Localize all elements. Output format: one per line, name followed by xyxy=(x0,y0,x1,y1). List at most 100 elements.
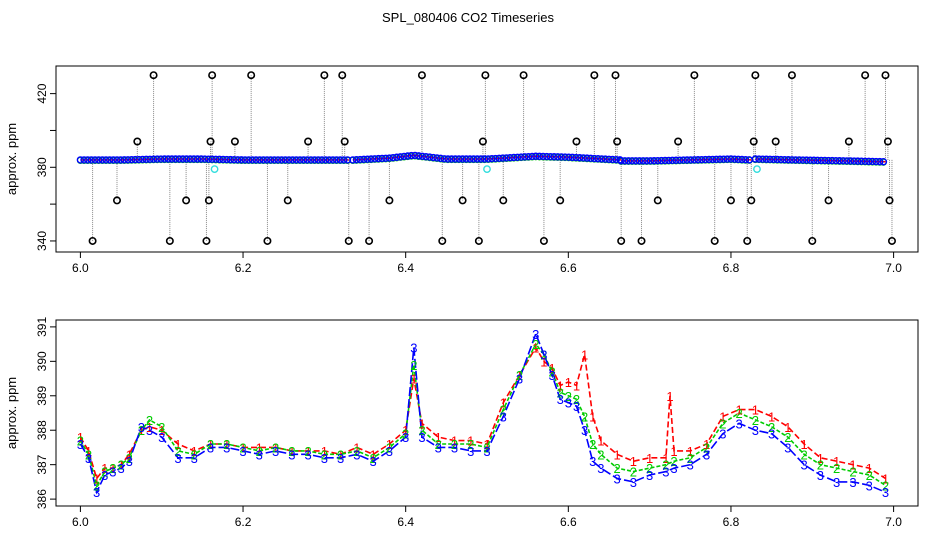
baseline-point-blue xyxy=(404,152,412,160)
series-1-marker: 1 xyxy=(581,347,588,362)
series-2-marker: 2 xyxy=(768,420,775,435)
outlier-point xyxy=(149,71,158,80)
series-1-marker: 1 xyxy=(801,437,808,452)
series-1-marker: 1 xyxy=(304,444,311,459)
bot-x-tick-label: 6.0 xyxy=(72,515,89,529)
panel-bottom-x-ticks: 6.0 6.2 6.4 6.6 6.8 7.0 xyxy=(72,506,902,529)
baseline-point-blue xyxy=(389,153,397,162)
panel-bottom-y-axis-label: approx. ppm xyxy=(4,377,19,449)
baseline-point-blue xyxy=(502,154,511,162)
series-1-marker: 1 xyxy=(483,437,490,452)
baseline-point-blue xyxy=(237,156,246,164)
baseline-point-blue xyxy=(451,155,459,163)
baseline-point-blue xyxy=(215,155,224,164)
series-2-marker: 2 xyxy=(752,413,759,428)
baseline-point-blue xyxy=(277,156,286,164)
outlier-point xyxy=(749,137,758,146)
baseline-point-blue xyxy=(436,154,445,163)
baseline-point-blue xyxy=(734,155,742,164)
baseline-point-blue xyxy=(127,155,136,164)
series-3-marker: 3 xyxy=(866,478,873,493)
baseline-point-blue xyxy=(799,156,807,164)
series-2-marker: 2 xyxy=(573,392,580,407)
outlier-point xyxy=(743,236,752,245)
series-3-marker: 3 xyxy=(703,447,710,462)
series-2-marker: 2 xyxy=(93,478,100,493)
baseline-point-blue xyxy=(374,154,383,163)
series-3-marker: 3 xyxy=(207,440,214,455)
baseline-point-blue xyxy=(708,155,717,164)
baseline-point-blue xyxy=(854,157,862,165)
baseline-point-blue xyxy=(208,155,216,163)
baseline-point-blue xyxy=(561,153,569,161)
series-3-marker: 3 xyxy=(467,444,474,459)
series-2-marker: 2 xyxy=(353,444,360,459)
baseline-point-blue xyxy=(850,157,858,165)
outlier-point xyxy=(365,236,374,245)
series-1-marker: 1 xyxy=(174,437,181,452)
baseline-point-blue xyxy=(565,153,573,161)
series-3-marker: 3 xyxy=(500,409,507,424)
series-2-marker: 2 xyxy=(548,365,555,380)
series-3-marker: 3 xyxy=(256,447,263,462)
baseline-point-blue xyxy=(727,155,735,163)
series-3-marker: 3 xyxy=(516,372,523,387)
baseline-point-blue xyxy=(109,156,118,164)
series-2-marker: 2 xyxy=(500,403,507,418)
outlier-point xyxy=(182,196,191,205)
series-3-marker: 3 xyxy=(735,416,742,431)
baseline-point-blue xyxy=(762,155,771,163)
baseline-point-blue xyxy=(751,155,760,163)
outlier-point xyxy=(208,71,217,80)
baseline-point-blue xyxy=(661,156,669,165)
baseline-point-blue xyxy=(94,156,103,164)
baseline-point-blue xyxy=(557,153,566,161)
baseline-point-blue xyxy=(230,156,238,164)
series-2-marker: 2 xyxy=(256,444,263,459)
series-1-marker: 1 xyxy=(77,430,84,445)
panel-top-y-axis-label: approx. ppm xyxy=(4,123,19,195)
baseline-point-blue xyxy=(513,153,522,161)
baseline-point-blue xyxy=(318,156,326,164)
baseline-point-blue xyxy=(149,155,158,163)
series-3-marker: 3 xyxy=(451,440,458,455)
outlier-point xyxy=(481,71,490,80)
baseline-point-blue xyxy=(299,156,308,164)
series-1-marker: 1 xyxy=(597,434,604,449)
baseline-point-blue xyxy=(356,155,364,164)
series-2-marker: 2 xyxy=(613,461,620,476)
outlier-point xyxy=(726,196,735,205)
series-1-marker: 1 xyxy=(646,451,653,466)
series-2-marker: 2 xyxy=(557,385,564,400)
baseline-point-blue xyxy=(616,156,624,164)
series-1-marker: 1 xyxy=(768,409,775,424)
bot-x-tick-label: 6.2 xyxy=(235,515,252,529)
baseline-point-blue xyxy=(601,155,610,163)
baseline-point-blue xyxy=(579,154,588,162)
baseline-point-blue xyxy=(517,153,525,161)
baseline-point-blue xyxy=(590,154,599,163)
series-2-marker: 2 xyxy=(158,420,165,435)
baseline-point-blue xyxy=(455,155,463,163)
panel-bottom-y-ticks: 386 387 388 389 390 391 xyxy=(35,317,56,509)
baseline-point-blue xyxy=(795,156,803,164)
baseline-point-blue xyxy=(665,156,673,165)
baseline-point-blue xyxy=(407,151,416,160)
series-3-marker: 3 xyxy=(77,437,84,452)
series-1-marker: 1 xyxy=(272,440,279,455)
outlier-point xyxy=(499,196,508,205)
baseline-point-blue xyxy=(248,156,257,164)
bot-y-tick-label: 388 xyxy=(35,420,49,440)
baseline-point-blue xyxy=(153,155,161,163)
outlier-point xyxy=(653,196,662,205)
baseline-point-blue xyxy=(550,153,558,161)
baseline-point-blue xyxy=(643,157,651,165)
series-3-marker: 3 xyxy=(581,423,588,438)
cyan-point xyxy=(210,165,219,174)
series-3-marker: 3 xyxy=(532,327,539,342)
top-x-tick-label: 7.0 xyxy=(885,261,902,275)
series-3-marker: 3 xyxy=(337,451,344,466)
series-1-marker: 1 xyxy=(256,440,263,455)
baseline-point-blue xyxy=(473,155,481,163)
baseline-point-blue xyxy=(697,155,706,164)
